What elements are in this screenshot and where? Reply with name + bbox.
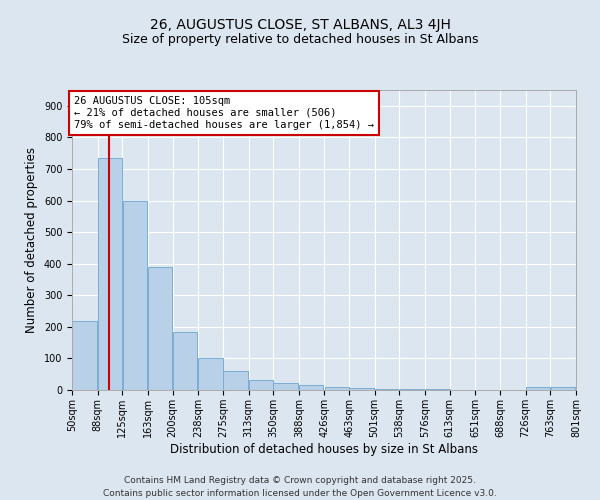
Bar (526, 387, 550, 390)
Bar (98, 158, 122, 390)
X-axis label: Distribution of detached houses by size in St Albans: Distribution of detached houses by size … (170, 442, 478, 456)
Bar (274, 383, 298, 390)
Bar (148, 267, 172, 390)
Bar (122, 200, 147, 390)
Text: 26, AUGUSTUS CLOSE, ST ALBANS, AL3 4JH: 26, AUGUSTUS CLOSE, ST ALBANS, AL3 4JH (149, 18, 451, 32)
Bar (72, 320, 97, 390)
Bar (199, 358, 223, 390)
Text: Size of property relative to detached houses in St Albans: Size of property relative to detached ho… (122, 32, 478, 46)
Bar (299, 386, 323, 390)
Bar (223, 371, 248, 390)
Bar (349, 388, 374, 390)
Bar (248, 380, 273, 390)
Y-axis label: Number of detached properties: Number of detached properties (25, 147, 38, 333)
Bar (325, 388, 349, 390)
Bar (375, 389, 400, 390)
Bar (173, 332, 197, 390)
Text: 26 AUGUSTUS CLOSE: 105sqm
← 21% of detached houses are smaller (506)
79% of semi: 26 AUGUSTUS CLOSE: 105sqm ← 21% of detac… (74, 96, 374, 130)
Bar (551, 387, 575, 390)
Text: Contains HM Land Registry data © Crown copyright and database right 2025.
Contai: Contains HM Land Registry data © Crown c… (103, 476, 497, 498)
